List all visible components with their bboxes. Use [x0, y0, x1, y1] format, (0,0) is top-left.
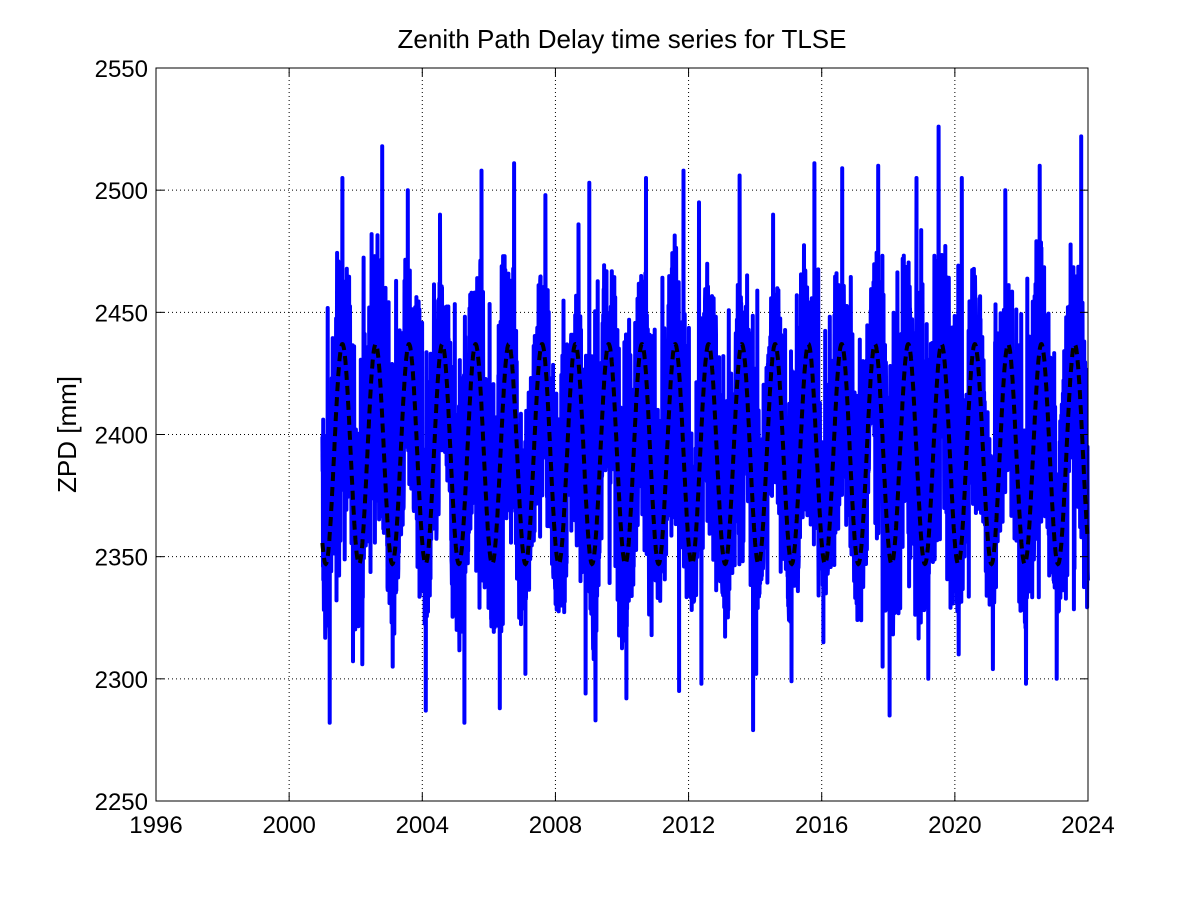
y-tick-label: 2450 — [95, 300, 148, 327]
x-tick-label: 2008 — [529, 812, 582, 839]
x-tick-label: 2012 — [662, 812, 715, 839]
x-tick-label: 2000 — [262, 812, 315, 839]
series-observed-line — [320, 124, 1090, 733]
y-tick-label: 2550 — [95, 56, 148, 83]
axis-ticks: 1996 2000 2004 2008 2012 2016 2020 2024 2250 2300… — [95, 56, 1115, 839]
y-tick-label: 2400 — [95, 423, 148, 450]
x-tick-label: 2004 — [396, 812, 449, 839]
y-tick-label: 2350 — [95, 545, 148, 572]
x-tick-label: 2024 — [1061, 812, 1114, 839]
series-seasonal-model-line — [320, 341, 1090, 567]
y-axis-label: ZPD [mm] — [52, 376, 82, 493]
chart-title: Zenith Path Delay time series for TLSE — [398, 24, 847, 54]
x-tick-label: 1996 — [129, 812, 182, 839]
y-tick-label: 2500 — [95, 178, 148, 205]
y-tick-label: 2250 — [95, 789, 148, 816]
y-tick-label: 2300 — [95, 667, 148, 694]
series-seasonal-model — [320, 341, 1090, 567]
x-tick-label: 2016 — [795, 812, 848, 839]
x-tick-label: 2020 — [928, 812, 981, 839]
series-observed — [320, 124, 1090, 733]
